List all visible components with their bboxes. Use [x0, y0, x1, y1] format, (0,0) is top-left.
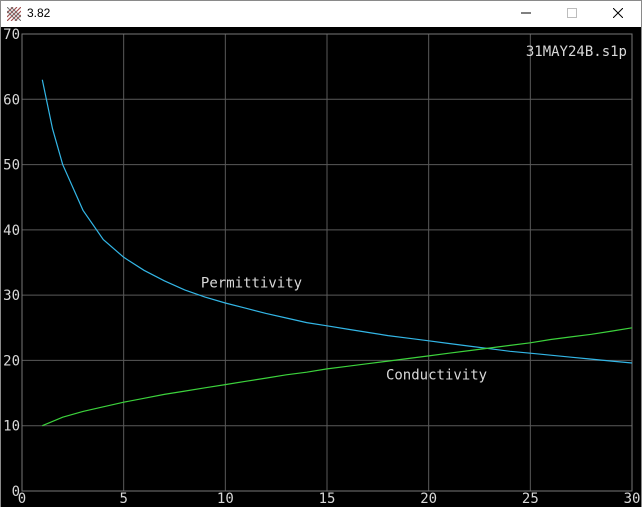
y-tick-label: 30: [3, 288, 20, 304]
y-tick-label: 0: [12, 484, 20, 500]
x-tick-label: 0: [18, 491, 26, 507]
minimize-button[interactable]: [503, 1, 549, 27]
x-tick-label: 25: [522, 491, 539, 507]
line-chart: 0 5 10 15 20 25 30 0 10 20 30 40 50 60 70 Permittivity C…: [3, 27, 641, 507]
app-icon[interactable]: [6, 6, 22, 22]
series-label-permittivity: Permittivity: [201, 275, 302, 291]
maximize-button[interactable]: [549, 1, 595, 27]
minimize-icon: [521, 5, 531, 23]
maximize-icon: [567, 5, 577, 23]
plot-area: 0 5 10 15 20 25 30 0 10 20 30 40 50 60 70 Permittivity C…: [1, 27, 641, 507]
series-label-conductivity: Conductivity: [386, 367, 487, 383]
y-tick-label: 10: [3, 419, 20, 435]
x-tick-label: 15: [319, 491, 336, 507]
window-title: 3.82: [27, 6, 51, 20]
title-bar[interactable]: 3.82: [1, 1, 641, 27]
plot-frame: [21, 33, 633, 492]
y-tick-label: 40: [3, 223, 20, 239]
x-tick-label: 30: [624, 491, 641, 507]
series-line-permittivity: [41, 79, 633, 364]
y-tick-label: 20: [3, 353, 20, 369]
x-tick-label: 10: [217, 491, 234, 507]
close-button[interactable]: [595, 1, 641, 27]
y-tick-label: 60: [3, 92, 20, 108]
x-tick-label: 20: [420, 491, 437, 507]
close-icon: [612, 5, 624, 23]
y-tick-label: 50: [3, 158, 20, 174]
series-line-conductivity: [42, 327, 633, 427]
x-tick-label: 5: [119, 491, 127, 507]
chart-title: 31MAY24B.s1p: [526, 44, 627, 60]
y-tick-label: 70: [3, 27, 20, 43]
